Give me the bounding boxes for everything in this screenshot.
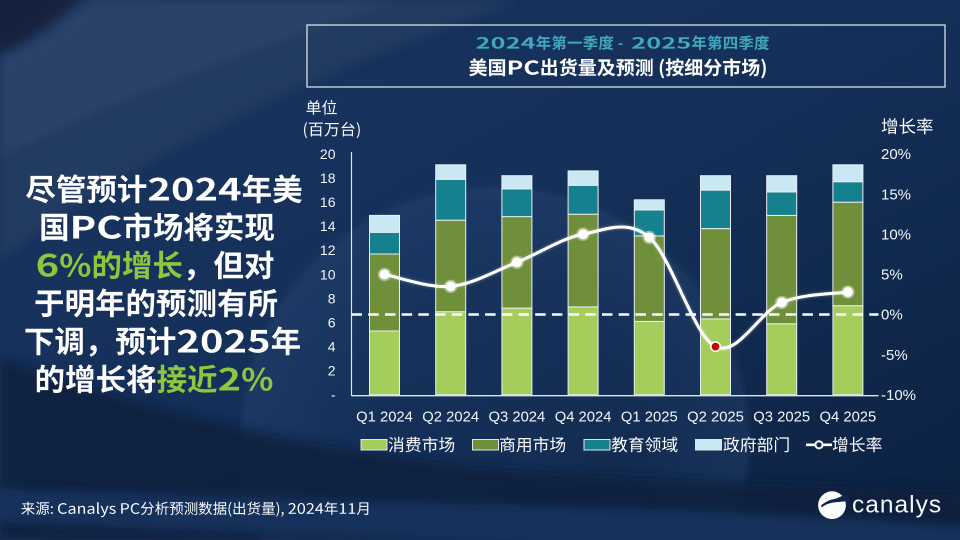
svg-text:18: 18 bbox=[320, 170, 336, 186]
svg-text:16: 16 bbox=[320, 194, 336, 210]
svg-text:Q4 2025: Q4 2025 bbox=[820, 409, 877, 425]
svg-text:-10%: -10% bbox=[881, 387, 916, 404]
svg-text:4: 4 bbox=[328, 339, 336, 355]
svg-text:Q2 2025: Q2 2025 bbox=[687, 409, 744, 425]
svg-text:0%: 0% bbox=[881, 307, 903, 324]
svg-text:2: 2 bbox=[328, 363, 336, 379]
svg-text:Q1 2025: Q1 2025 bbox=[621, 409, 678, 425]
svg-text:Q3 2024: Q3 2024 bbox=[489, 409, 546, 425]
svg-text:6: 6 bbox=[328, 315, 336, 331]
svg-text:Q4 2024: Q4 2024 bbox=[555, 409, 612, 425]
svg-text:Q1 2024: Q1 2024 bbox=[356, 409, 413, 425]
svg-text:10: 10 bbox=[320, 266, 336, 282]
svg-text:8: 8 bbox=[328, 290, 336, 306]
svg-text:20%: 20% bbox=[881, 146, 911, 163]
svg-text:-: - bbox=[331, 387, 336, 403]
svg-text:5%: 5% bbox=[881, 267, 903, 284]
svg-text:-5%: -5% bbox=[881, 347, 908, 364]
svg-text:15%: 15% bbox=[881, 186, 911, 203]
svg-text:Q3 2025: Q3 2025 bbox=[753, 409, 810, 425]
svg-text:20: 20 bbox=[320, 146, 336, 162]
svg-text:14: 14 bbox=[320, 218, 336, 234]
svg-text:10%: 10% bbox=[881, 226, 911, 243]
svg-text:canalys: canalys bbox=[852, 492, 942, 519]
svg-text:Q2 2024: Q2 2024 bbox=[422, 409, 479, 425]
svg-text:12: 12 bbox=[320, 242, 336, 258]
